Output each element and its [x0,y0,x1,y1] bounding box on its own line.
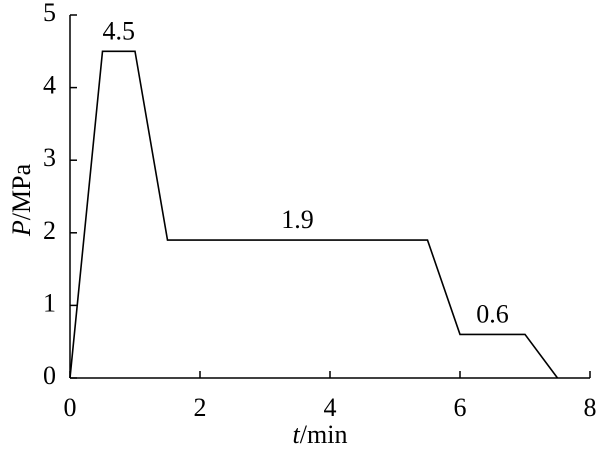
y-tick-label: 5 [43,0,56,27]
y-tick-label: 3 [43,143,56,172]
x-tick-label: 2 [194,393,207,422]
x-tick-label: 6 [454,393,467,422]
data-label: 4.5 [103,16,136,45]
y-tick-label: 0 [43,361,56,390]
y-tick-label: 2 [43,216,56,245]
y-label-unit: /MPa [7,163,36,220]
line [69,50,559,379]
x-tick-label: 0 [64,393,77,422]
x-axis-label: t/min [293,420,348,449]
x-tick-label: 4 [324,393,337,422]
x-label-unit: /min [300,420,348,449]
x-tick-label: 8 [584,393,597,422]
x-label-symbol: t [293,420,301,449]
y-label-symbol: P [7,220,36,237]
y-tick-label: 1 [43,288,56,317]
y-axis-label: P/MPa [7,163,36,237]
data-label: 1.9 [281,205,314,234]
data-label: 0.6 [476,299,509,328]
y-tick-label: 4 [43,71,56,100]
